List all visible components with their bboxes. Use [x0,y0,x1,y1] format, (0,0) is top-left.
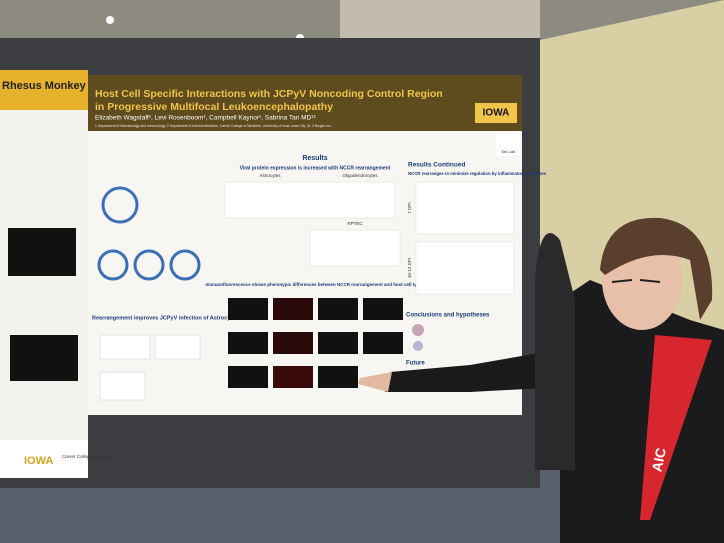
micrograph [363,332,403,354]
genome-diagram [169,249,201,281]
left-poster-title: Rhesus Monkey [2,80,87,92]
lanyard-strap [640,335,712,520]
panel-label: Oligodendrocytes [342,173,378,178]
section-heading: Rearrangement improves JCPyV infection o… [92,315,238,321]
genome-diagram [133,249,165,281]
logo-box [475,103,517,123]
panel-label: Astrocytes [259,173,281,178]
panel-label: 10-12 DPI [407,258,412,278]
section-heading: Conclusions and hypotheses [406,313,490,319]
genome-diagram [97,249,129,281]
chart-thumbnail [224,181,396,219]
college: Carver College of Medicine [62,454,117,459]
micrograph [228,332,268,354]
micrograph [273,366,313,388]
panel-label: RPTEC [347,221,363,226]
micrograph [228,366,268,388]
micrograph [273,332,313,354]
poster-header-tint [88,75,522,131]
hand [358,372,392,392]
lanyard-text: AIC [648,446,669,473]
section-heading: Results Continued [408,162,465,169]
section-heading: Viral protein expression is increased wi… [240,165,391,171]
chart-thumbnail [99,371,146,401]
section-heading: Future [406,361,425,367]
chart-thumbnail [415,241,515,295]
visitor [535,233,575,470]
left-poster-footer [0,440,88,478]
glasses [611,279,661,283]
micrograph [318,332,358,354]
icon [413,341,423,351]
chart-thumbnail [99,334,151,360]
logo: IOWA [24,455,53,467]
icon [412,324,424,336]
micrograph [318,298,358,320]
micrograph [8,228,76,276]
left-poster-header [0,70,88,110]
hair [600,217,713,320]
lab-name: Tan Lab [501,149,516,154]
micrograph [273,298,313,320]
chart-thumbnail [154,334,201,360]
chart-thumbnail [415,181,515,235]
micrograph [363,298,403,320]
genome-diagram [101,186,139,224]
lab-logo [496,132,520,156]
chart-thumbnail [309,229,401,267]
light [106,16,114,24]
section-heading: Immunofluorescence shows phenotypic diff… [205,282,425,287]
affiliations: 1 Department of Microbiology and Immunol… [95,124,332,128]
micrograph-grid [228,298,403,388]
section-heading: NCCR rearranges to minimize regulation b… [408,171,547,176]
poster-header [88,75,522,131]
poster-title: Host Cell Specific Interactions with JCP… [95,88,443,100]
section-heading: Results [302,155,327,162]
poster-title: in Progressive Multifocal Leukoencephalo… [95,101,333,113]
panel-label: 7 DPI [407,202,412,213]
micrograph [228,298,268,320]
logo: IOWA [483,108,510,119]
micrograph [318,366,358,388]
micrograph [10,335,78,381]
authors: Elizabeth Wagstaff¹, Levi Rosenboom¹, Ca… [95,115,316,122]
